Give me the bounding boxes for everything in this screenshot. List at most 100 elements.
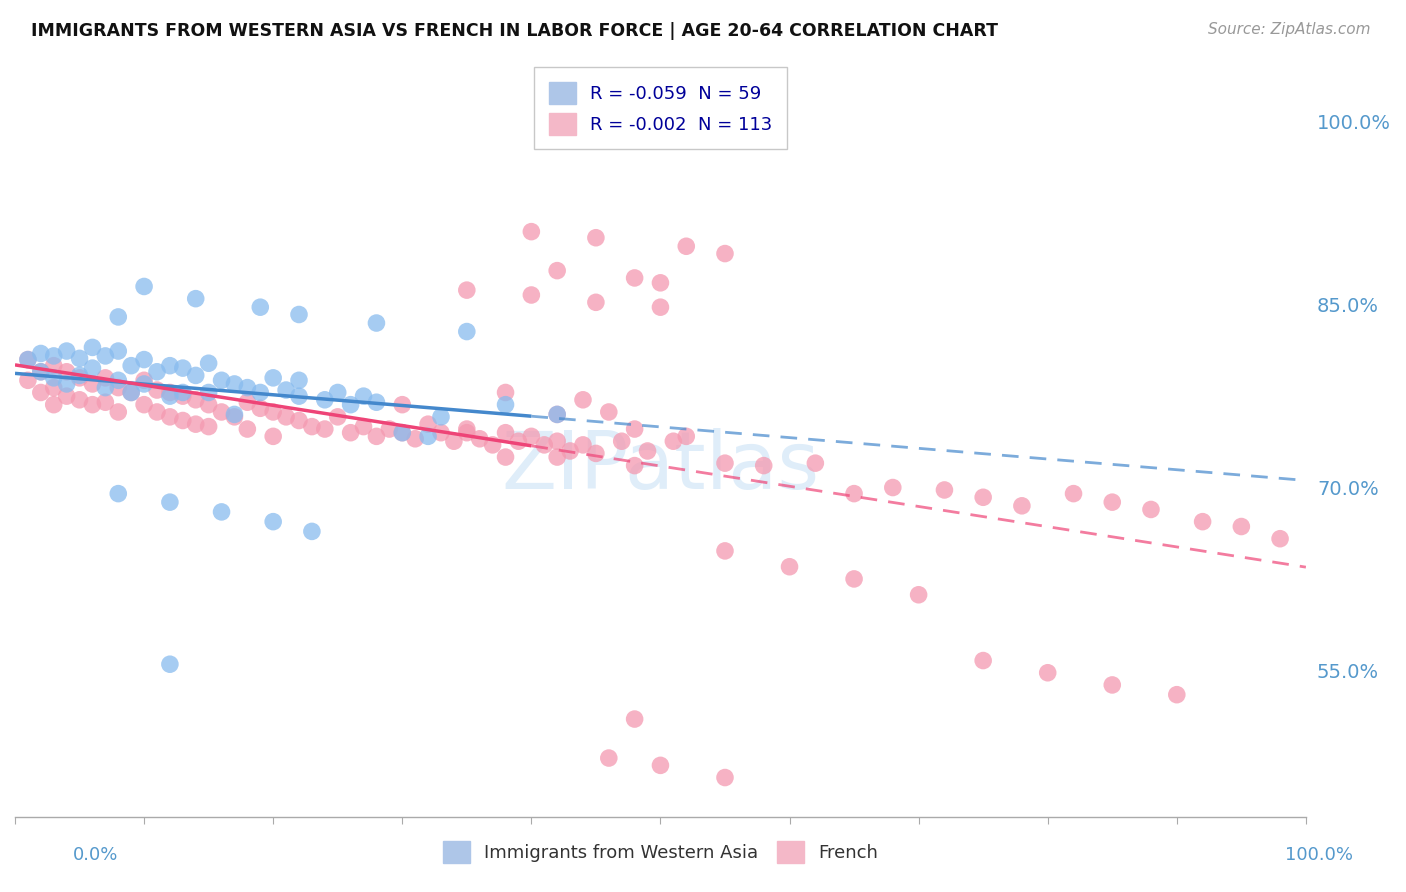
Point: [1101, 678, 1123, 692]
Point: [55, 376, 77, 391]
Point: [224, 409, 246, 424]
Point: [55, 389, 77, 403]
Point: [42, 381, 65, 395]
Point: [610, 434, 633, 449]
Point: [572, 392, 595, 407]
Point: [623, 458, 645, 473]
Point: [107, 381, 129, 395]
Point: [391, 425, 413, 440]
Point: [1063, 486, 1085, 500]
Point: [211, 505, 233, 519]
Point: [69, 351, 91, 366]
Point: [94, 381, 117, 395]
Point: [288, 389, 311, 403]
Point: [1191, 515, 1213, 529]
Point: [520, 288, 543, 302]
Text: 0.0%: 0.0%: [73, 846, 118, 863]
Point: [353, 419, 375, 434]
Point: [107, 344, 129, 359]
Point: [82, 398, 104, 412]
Point: [430, 425, 453, 440]
Point: [132, 352, 155, 367]
Point: [159, 657, 181, 672]
Point: [42, 398, 65, 412]
Point: [146, 365, 169, 379]
Point: [495, 385, 517, 400]
Point: [146, 383, 169, 397]
Point: [366, 395, 388, 409]
Point: [30, 365, 52, 379]
Point: [714, 246, 737, 260]
Point: [69, 368, 91, 383]
Point: [585, 446, 607, 460]
Point: [546, 263, 568, 277]
Point: [842, 572, 865, 586]
Point: [94, 395, 117, 409]
Point: [82, 340, 104, 354]
Point: [314, 392, 336, 407]
Point: [30, 346, 52, 360]
Point: [132, 398, 155, 412]
Point: [69, 392, 91, 407]
Point: [456, 325, 478, 339]
Point: [598, 751, 620, 765]
Point: [94, 371, 117, 385]
Point: [572, 438, 595, 452]
Point: [197, 356, 219, 370]
Point: [94, 349, 117, 363]
Point: [314, 422, 336, 436]
Point: [650, 758, 672, 772]
Point: [197, 398, 219, 412]
Point: [17, 373, 39, 387]
Point: [184, 392, 207, 407]
Point: [391, 425, 413, 440]
Text: Source: ZipAtlas.com: Source: ZipAtlas.com: [1208, 22, 1371, 37]
Point: [172, 389, 194, 403]
Point: [159, 495, 181, 509]
Point: [623, 422, 645, 436]
Point: [481, 438, 503, 452]
Point: [120, 359, 142, 373]
Point: [598, 405, 620, 419]
Point: [650, 300, 672, 314]
Point: [42, 349, 65, 363]
Point: [391, 398, 413, 412]
Point: [558, 444, 581, 458]
Point: [132, 373, 155, 387]
Point: [262, 429, 284, 443]
Point: [456, 425, 478, 440]
Point: [224, 376, 246, 391]
Point: [972, 490, 994, 504]
Point: [623, 712, 645, 726]
Point: [107, 373, 129, 387]
Point: [159, 389, 181, 403]
Point: [262, 371, 284, 385]
Point: [416, 417, 439, 432]
Point: [172, 361, 194, 376]
Point: [339, 425, 361, 440]
Point: [211, 373, 233, 387]
Point: [495, 450, 517, 464]
Point: [416, 429, 439, 443]
Point: [274, 409, 297, 424]
Point: [172, 413, 194, 427]
Point: [301, 419, 323, 434]
Point: [495, 398, 517, 412]
Point: [804, 456, 827, 470]
Text: ZIPatlas: ZIPatlas: [502, 428, 820, 506]
Point: [184, 292, 207, 306]
Point: [107, 310, 129, 324]
Point: [236, 381, 259, 395]
Point: [159, 409, 181, 424]
Point: [197, 385, 219, 400]
Point: [132, 279, 155, 293]
Point: [456, 283, 478, 297]
Point: [546, 408, 568, 422]
Point: [326, 409, 349, 424]
Point: [107, 486, 129, 500]
Point: [495, 425, 517, 440]
Point: [353, 389, 375, 403]
Point: [288, 413, 311, 427]
Point: [249, 300, 271, 314]
Point: [714, 456, 737, 470]
